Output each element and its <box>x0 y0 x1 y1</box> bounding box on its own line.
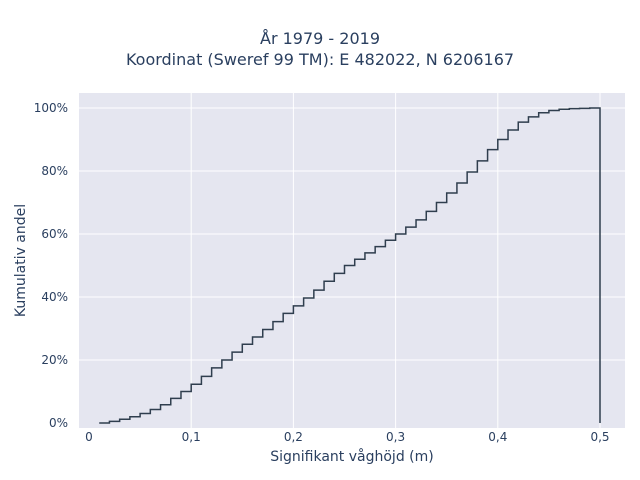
x-tick-label: 0,1 <box>182 430 201 444</box>
plot-area <box>79 93 625 428</box>
chart-title: År 1979 - 2019 <box>260 29 380 48</box>
y-tick-label: 80% <box>41 164 68 178</box>
y-tick-label: 60% <box>41 227 68 241</box>
x-tick-label: 0,5 <box>590 430 609 444</box>
x-tick-label: 0,2 <box>284 430 303 444</box>
x-tick-label: 0,3 <box>386 430 405 444</box>
x-tick-label: 0 <box>85 430 93 444</box>
cdf-step-line <box>99 107 601 424</box>
y-tick-label: 40% <box>41 290 68 304</box>
y-axis-label: Kumulativ andel <box>13 204 29 317</box>
grid-lines <box>79 93 625 428</box>
y-tick-label: 20% <box>41 353 68 367</box>
chart-subtitle: Koordinat (Sweref 99 TM): E 482022, N 62… <box>125 50 515 69</box>
y-tick-label: 0% <box>49 416 68 430</box>
y-tick-label: 100% <box>34 101 68 115</box>
x-tick-label: 0,4 <box>488 430 507 444</box>
x-axis-ticks: 0 0,1 0,2 0,3 0,4 0,5 <box>85 430 609 444</box>
y-axis-ticks: 0% 20% 40% 60% 80% 100% <box>34 101 68 430</box>
x-axis-label: Signifikant våghöjd (m) <box>270 448 433 465</box>
